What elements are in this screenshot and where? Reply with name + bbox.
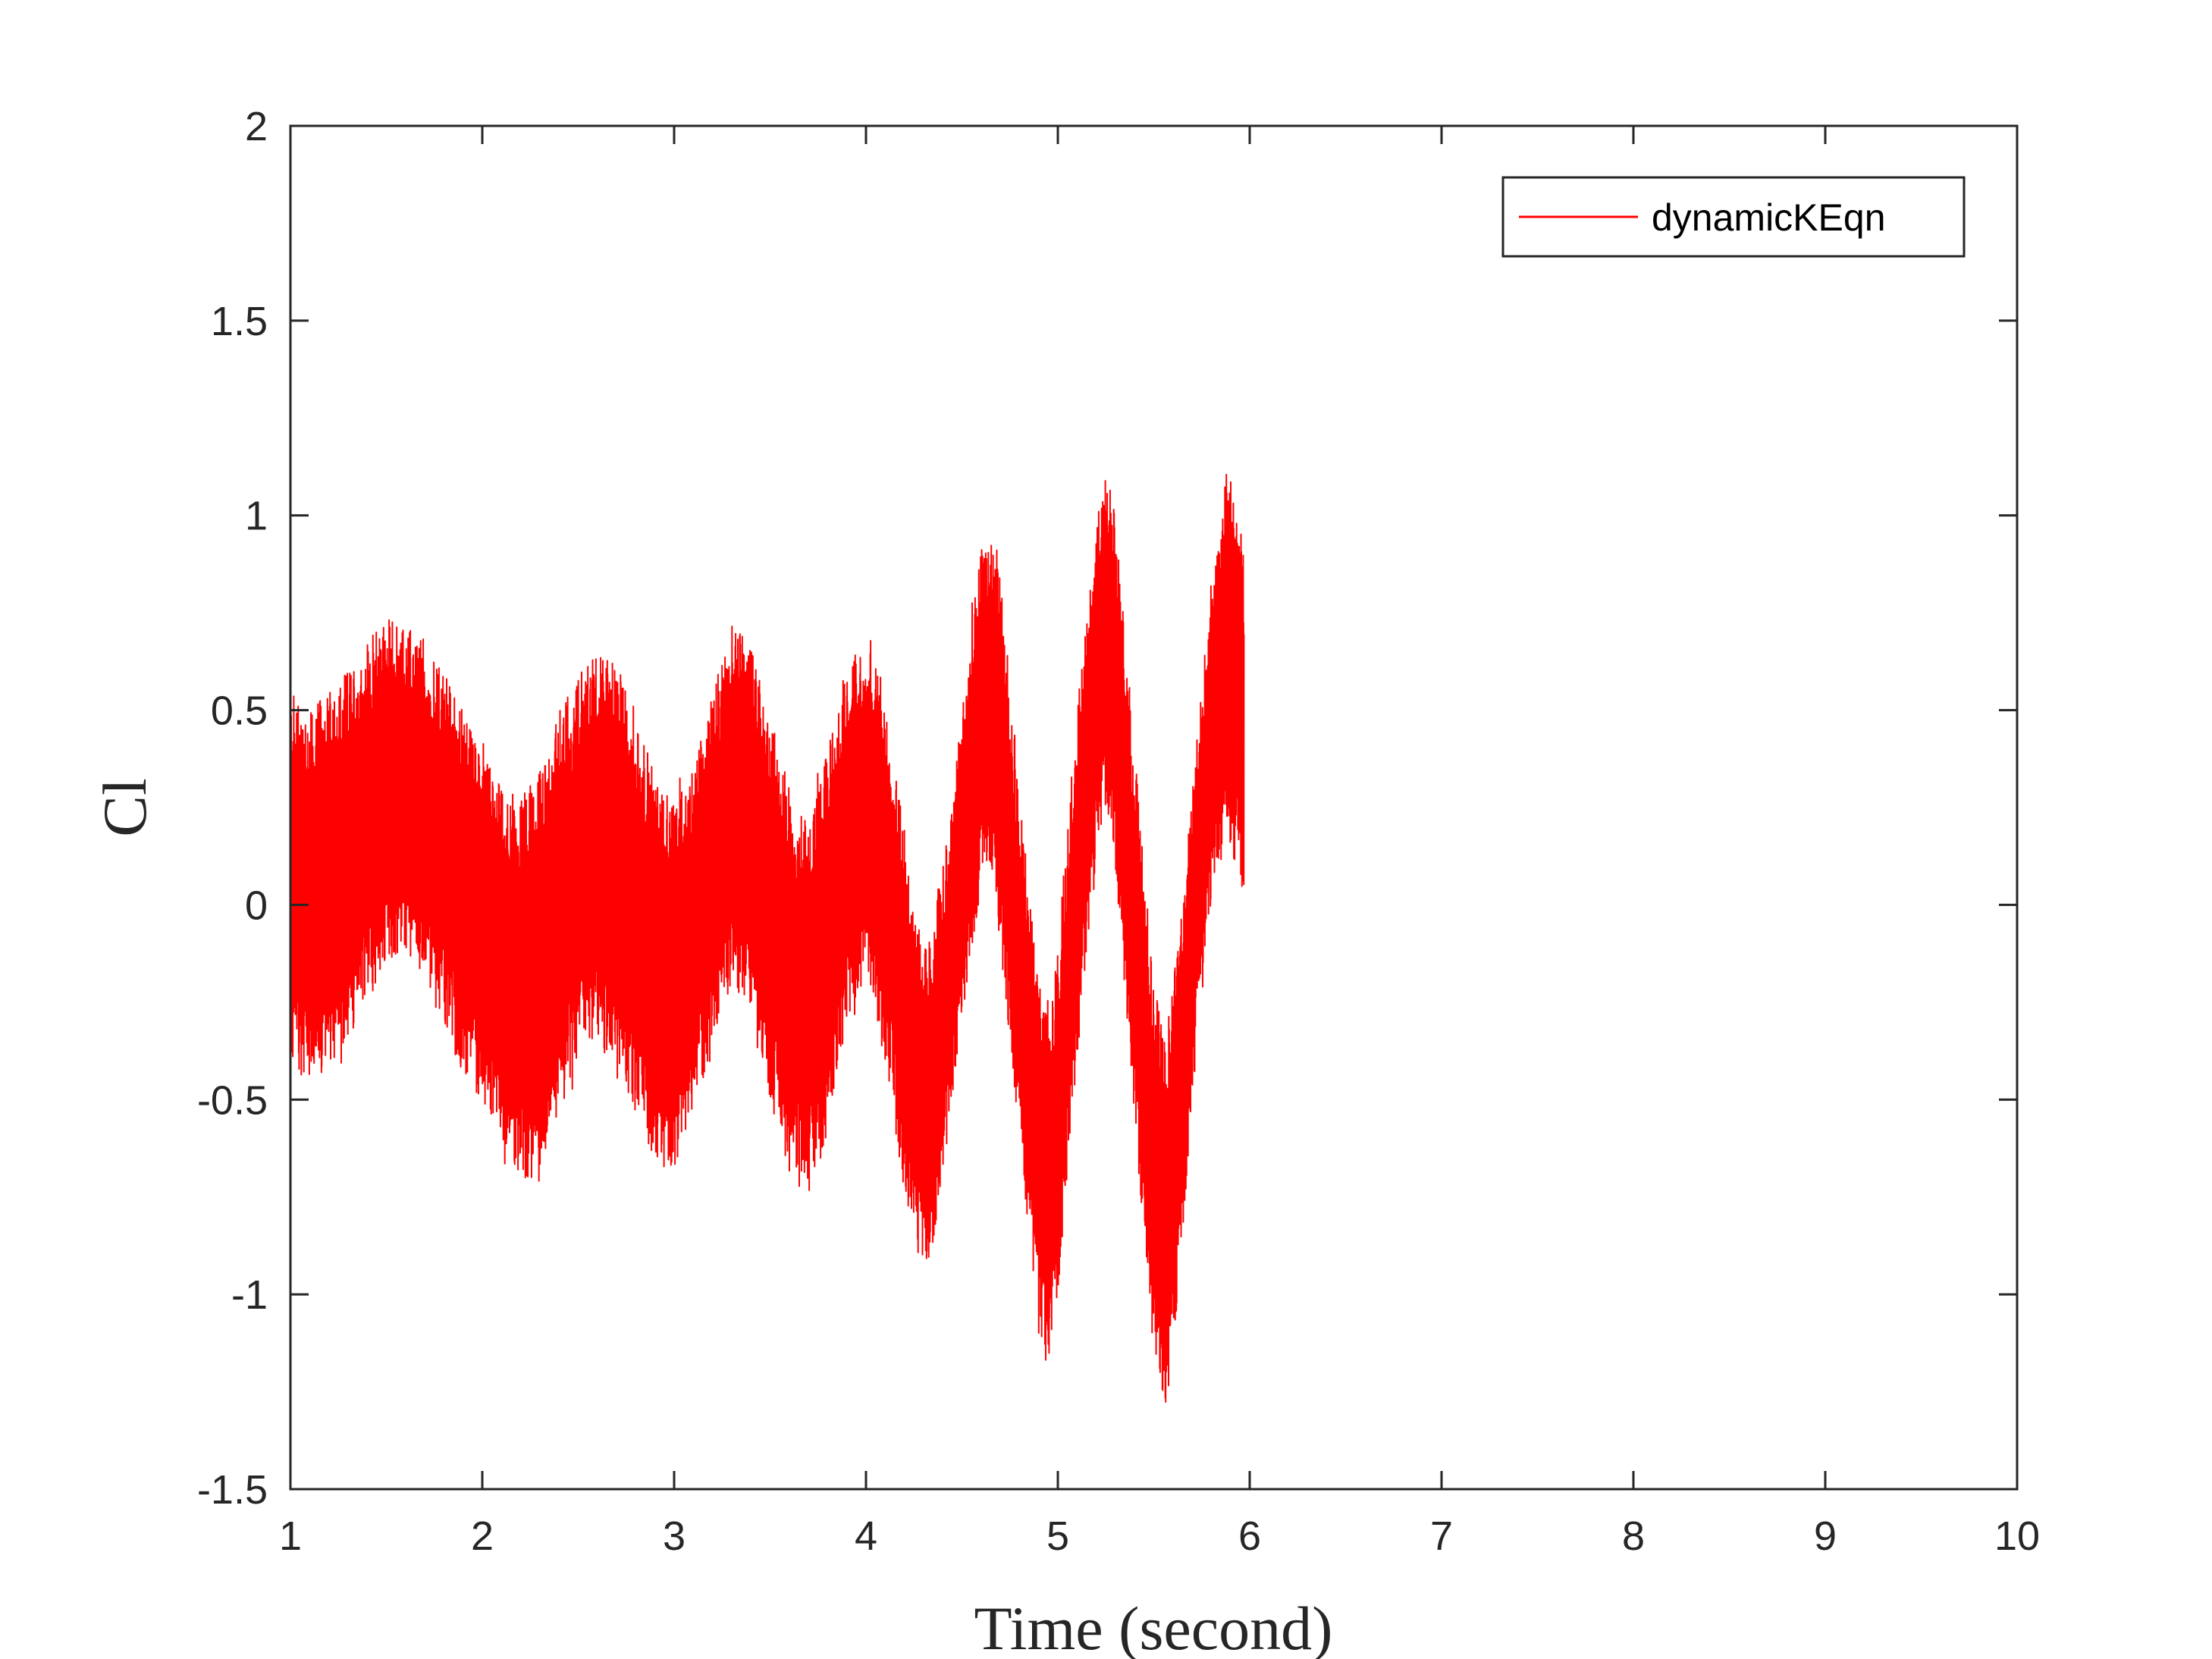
legend-label: dynamicKEqn bbox=[1652, 196, 1886, 239]
x-axis-label: Time (second) bbox=[974, 1594, 1333, 1659]
y-tick-label: 1.5 bbox=[211, 299, 268, 344]
x-tick-label: 2 bbox=[471, 1513, 494, 1559]
x-tick-label: 8 bbox=[1622, 1513, 1645, 1559]
y-tick-label: -0.5 bbox=[197, 1077, 268, 1123]
ticks-layer bbox=[289, 124, 2019, 1491]
x-tick-label: 10 bbox=[1994, 1513, 2040, 1559]
y-tick-labels: -1.5 -1 -0.5 0 0.5 1 1.5 2 bbox=[197, 104, 268, 1513]
x-tick-label: 3 bbox=[663, 1513, 686, 1559]
x-tick-label: 4 bbox=[855, 1513, 877, 1559]
legend: dynamicKEqn bbox=[1501, 176, 1966, 258]
x-tick-label: 5 bbox=[1046, 1513, 1069, 1559]
y-tick-label: -1.5 bbox=[197, 1467, 268, 1513]
y-tick-label: 1 bbox=[245, 494, 268, 539]
x-tick-label: 7 bbox=[1430, 1513, 1453, 1559]
x-tick-label: 9 bbox=[1814, 1513, 1837, 1559]
x-tick-label: 6 bbox=[1238, 1513, 1261, 1559]
y-tick-label: 0 bbox=[245, 883, 268, 928]
series-line-dynamicKEqn bbox=[290, 473, 1245, 1403]
x-tick-label: 1 bbox=[279, 1513, 302, 1559]
y-tick-label: 0.5 bbox=[211, 688, 268, 734]
series-layer bbox=[290, 473, 1245, 1403]
y-tick-label: -1 bbox=[231, 1272, 268, 1318]
y-axis-label: Cl bbox=[90, 778, 159, 836]
x-tick-labels: 1 2 3 4 5 6 7 8 9 10 bbox=[279, 1513, 2040, 1559]
plot-box bbox=[289, 124, 2019, 1491]
y-tick-label: 2 bbox=[245, 104, 268, 149]
